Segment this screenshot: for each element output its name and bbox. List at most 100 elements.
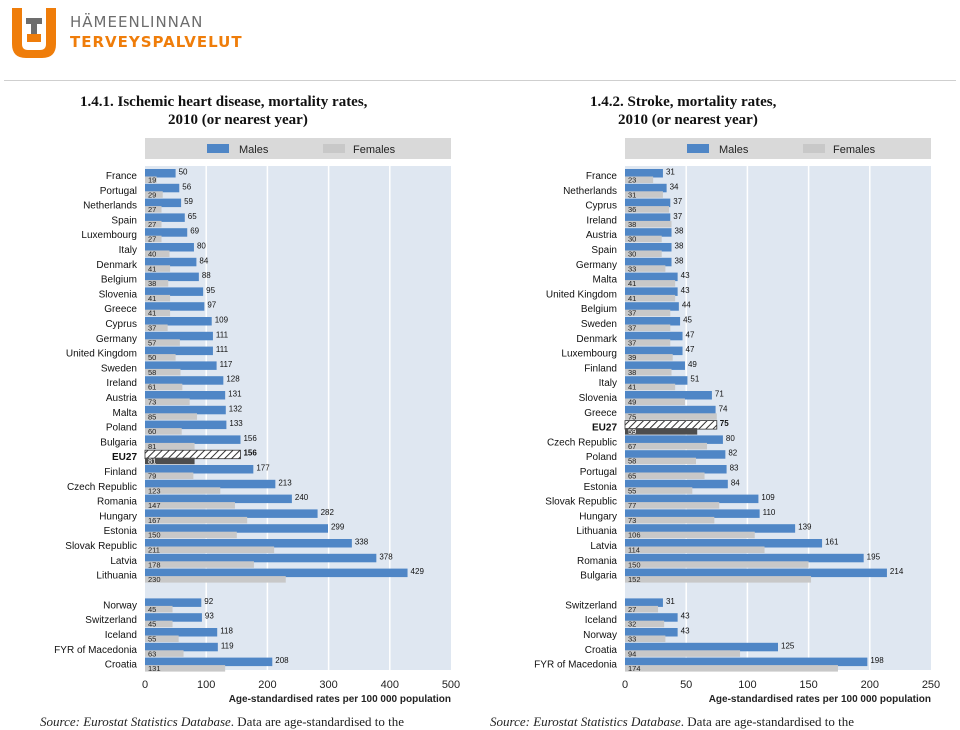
value-label-females-estonia: 55 <box>628 486 636 495</box>
bar-females-sweden <box>625 324 671 331</box>
bar-females-norway <box>145 605 173 613</box>
value-label-males-croatia: 208 <box>275 656 289 665</box>
bar-males-croatia <box>625 642 778 652</box>
source-note-right: Source: Eurostat Statistics Database. Da… <box>490 714 854 730</box>
value-label-females-belgium: 38 <box>148 279 156 288</box>
bar-females-czech-republic <box>625 442 708 450</box>
category-label-croatia: Croatia <box>105 660 138 671</box>
value-label-females-latvia: 114 <box>628 546 640 555</box>
bar-females-luxembourg <box>625 354 673 361</box>
value-label-females-hungary: 167 <box>148 516 161 525</box>
value-label-females-romania: 150 <box>628 560 641 569</box>
value-label-females-iceland: 32 <box>628 620 636 629</box>
legend-swatch-females <box>803 144 825 153</box>
bar-males-slovenia <box>625 391 712 400</box>
bar-females-ireland <box>625 220 672 228</box>
bar-females-france <box>625 176 654 183</box>
category-label-netherlands: Netherlands <box>563 186 617 197</box>
bar-males-fyr-of-macedonia <box>625 657 868 667</box>
value-label-females-estonia: 150 <box>148 531 161 540</box>
value-label-males-latvia: 161 <box>825 538 839 547</box>
bar-males-portugal <box>145 183 180 193</box>
value-label-females-hungary: 73 <box>628 516 636 525</box>
category-label-italy: Italy <box>119 245 137 256</box>
category-label-belgium: Belgium <box>101 275 137 286</box>
bar-females-united-kingdom <box>145 354 176 361</box>
bar-males-croatia <box>145 657 273 667</box>
bar-males-czech-republic <box>625 435 723 444</box>
category-label-norway: Norway <box>103 600 137 611</box>
value-label-males-iceland: 118 <box>220 627 233 636</box>
value-label-females-portugal: 29 <box>148 190 156 199</box>
legend-label-males: Males <box>719 144 749 156</box>
bar-females-slovenia <box>625 398 685 405</box>
legend-box <box>145 138 451 159</box>
x-tick-label: 500 <box>442 679 460 691</box>
category-label-czech-republic: Czech Republic <box>67 482 137 493</box>
bar-males-sweden <box>625 317 681 326</box>
value-label-males-slovak-republic: 338 <box>355 538 369 547</box>
category-label-spain: Spain <box>591 245 617 256</box>
x-tick-label: 300 <box>319 679 337 691</box>
source-database: Eurostat Statistics Database <box>83 714 231 729</box>
bar-males-denmark <box>145 257 197 267</box>
bar-males-greece <box>625 405 716 415</box>
bar-females-portugal <box>145 191 163 198</box>
bar-males-lithuania <box>625 524 796 533</box>
value-label-males-hungary: 282 <box>321 508 335 517</box>
category-label-romania: Romania <box>97 497 137 508</box>
value-label-males-denmark: 84 <box>199 256 208 265</box>
bar-females-greece <box>145 309 171 317</box>
bar-females-lithuania <box>145 576 286 583</box>
chart-title-ihd: 1.4.1. Ischemic heart disease, mortality… <box>80 93 367 129</box>
value-label-males-portugal: 83 <box>730 464 739 473</box>
category-label-lithuania: Lithuania <box>576 526 617 537</box>
value-label-females-latvia: 178 <box>148 560 161 569</box>
category-label-estonia: Estonia <box>584 482 618 493</box>
bar-males-spain <box>145 213 185 222</box>
category-label-france: France <box>106 171 138 182</box>
value-label-males-ireland: 128 <box>226 375 240 384</box>
x-axis-label: Age-standardised rates per 100 000 popul… <box>709 694 931 705</box>
category-label-malta: Malta <box>593 275 618 286</box>
bar-males-latvia <box>625 539 823 548</box>
value-label-males-estonia: 299 <box>331 523 345 532</box>
x-tick-label: 150 <box>799 679 817 691</box>
value-label-females-greece: 75 <box>628 412 636 421</box>
value-label-females-austria: 73 <box>148 398 156 407</box>
category-label-ireland: Ireland <box>586 215 617 226</box>
bar-males-austria <box>625 228 672 237</box>
bar-males-poland <box>625 450 726 459</box>
ihd-mortality-chart: Males Females 0 100 200 300 400 500 Age-standard… <box>54 138 460 705</box>
bar-females-lithuania <box>625 531 755 539</box>
bar-males-slovenia <box>145 287 204 296</box>
value-label-females-malta: 41 <box>628 279 636 288</box>
value-label-females-lithuania: 230 <box>148 575 161 584</box>
hameenlinna-logo-icon <box>12 8 56 58</box>
value-label-males-ireland: 37 <box>673 212 682 221</box>
value-label-females-cyprus: 37 <box>148 324 156 333</box>
x-axis-label: Age-standardised rates per 100 000 popul… <box>229 694 451 705</box>
value-label-females-netherlands: 31 <box>628 190 636 199</box>
chart-title-stroke-line2: 2010 (or nearest year) <box>618 112 758 128</box>
category-label-iceland: Iceland <box>585 615 617 626</box>
value-label-females-slovak-republic: 211 <box>148 546 160 555</box>
value-label-females-france: 19 <box>148 176 156 185</box>
category-label-bulgaria: Bulgaria <box>100 437 137 448</box>
org-name-line1: HÄMEENLINNAN <box>70 13 204 31</box>
value-label-males-bulgaria: 214 <box>890 567 904 576</box>
category-label-malta: Malta <box>113 408 138 419</box>
value-label-females-lithuania: 106 <box>628 531 641 540</box>
value-label-males-united-kingdom: 111 <box>216 345 229 354</box>
header-divider <box>4 80 956 81</box>
bar-females-denmark <box>145 265 171 272</box>
x-tick-label: 200 <box>258 679 276 691</box>
value-label-females-finland: 38 <box>628 368 636 377</box>
category-label-croatia: Croatia <box>585 645 618 656</box>
value-label-females-denmark: 37 <box>628 338 636 347</box>
bar-males-germany <box>145 331 213 341</box>
value-label-males-luxembourg: 69 <box>190 227 199 236</box>
bar-females-switzerland <box>625 605 659 613</box>
value-label-males-switzerland: 93 <box>205 612 214 621</box>
bar-females-malta <box>625 280 676 287</box>
